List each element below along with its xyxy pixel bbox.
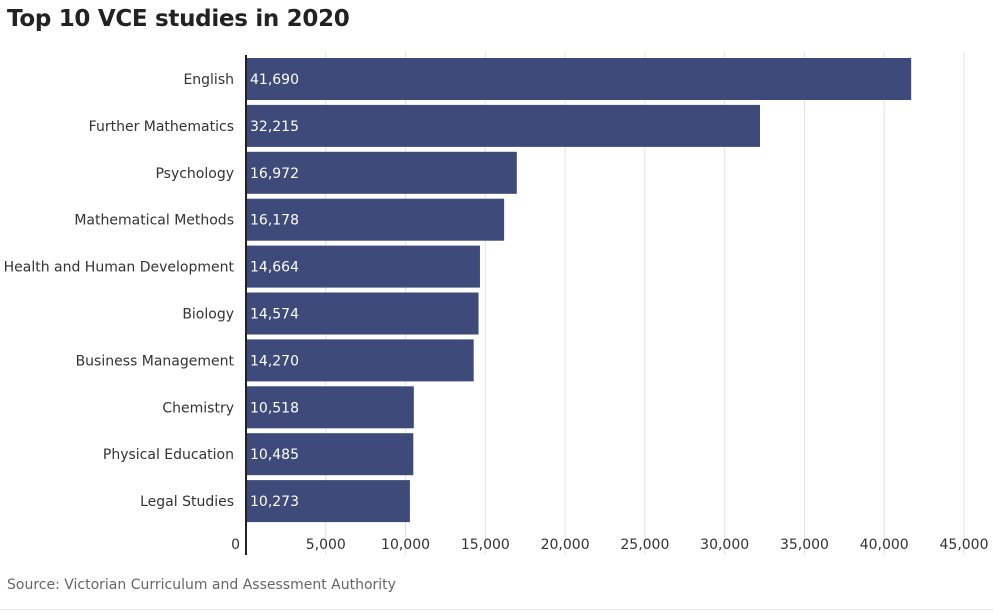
category-label: English [183,72,234,88]
x-tick-label: 45,000 [940,537,989,553]
bar-value-label: 14,664 [250,260,299,276]
x-tick-label: 5,000 [306,537,346,553]
bars: 41,690 32,215 16,972 16,178 14,664 14,574 14,2… [247,58,912,523]
x-tick-label: 40,000 [860,537,909,553]
bar-value-label: 14,574 [250,307,299,323]
bar-chart: 41,690 32,215 16,972 16,178 14,664 14,574 14,2… [4,52,989,555]
bar [247,58,912,100]
category-label: Business Management [76,353,235,369]
bar [247,198,505,241]
bar-value-label: 16,972 [250,166,299,182]
x-tick-label: 20,000 [541,537,590,553]
bar [247,339,474,382]
bar-value-label: 16,178 [250,213,299,229]
source-note: Source: Victorian Curriculum and Assessm… [7,577,396,593]
bar [247,386,414,429]
x-tick-label: 30,000 [700,537,749,553]
category-label: Biology [182,307,234,323]
x-tick-label: 35,000 [780,537,829,553]
bar-value-label: 14,270 [250,353,299,369]
category-label: Health and Human Development [4,260,235,276]
x-tick-label: 25,000 [620,537,669,553]
bar [247,104,761,147]
bar-value-label: 10,518 [250,400,299,416]
bar [247,292,479,335]
category-label: Further Mathematics [89,119,234,135]
footer-divider [0,609,993,610]
bar-value-label: 32,215 [250,119,299,135]
bar-value-label: 10,485 [250,447,299,463]
bar-value-label: 10,273 [250,494,299,510]
category-label: Psychology [155,166,234,182]
x-tick-label: 15,000 [461,537,510,553]
bar [247,480,410,523]
bar-value-label: 41,690 [250,72,299,88]
x-tick-label: 0 [231,537,240,553]
bar [247,245,480,288]
x-tick-label: 10,000 [381,537,430,553]
category-labels: English Further Mathematics Psychology Math… [4,72,235,510]
bar [247,433,414,476]
bar [247,151,517,194]
x-axis-ticks: 0 5,000 10,000 15,000 20,000 25,000 30,000 35,0… [231,537,988,553]
category-label: Mathematical Methods [74,213,234,229]
chart-title: Top 10 VCE studies in 2020 [7,6,350,32]
category-label: Legal Studies [140,494,234,510]
category-label: Physical Education [103,447,234,463]
category-label: Chemistry [162,400,234,416]
